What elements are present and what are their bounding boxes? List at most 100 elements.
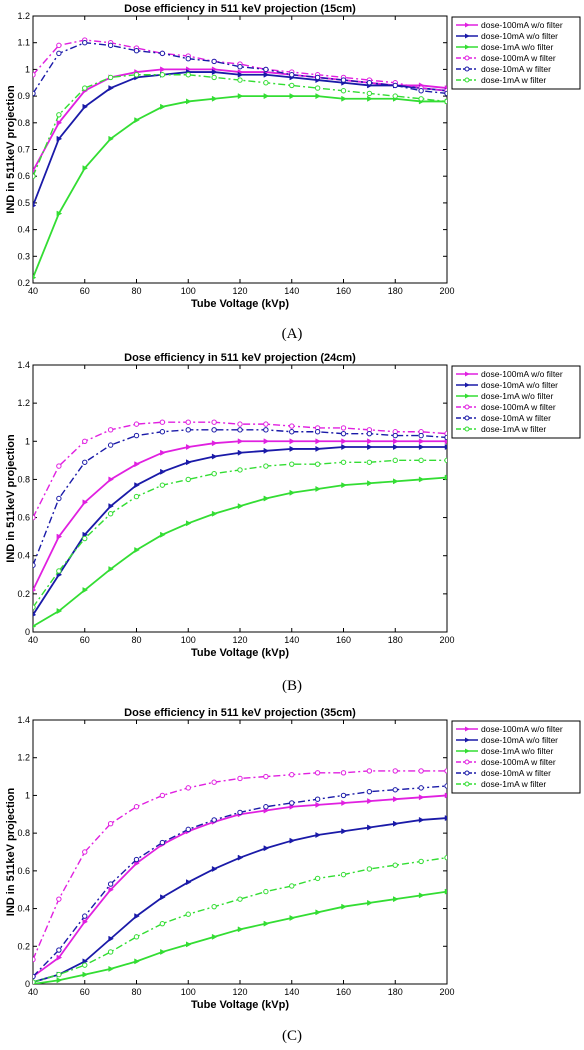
chart-c-data-point xyxy=(159,920,166,927)
chart-b-data-point xyxy=(237,438,244,445)
chart-c-data-point xyxy=(340,792,347,799)
chart-a-data-point xyxy=(33,275,37,280)
chart-c-data-point xyxy=(82,918,89,925)
chart-b-data-point xyxy=(340,430,347,437)
chart-a-data-point xyxy=(133,48,140,54)
chart-a-y-tick-label: 0.5 xyxy=(17,198,30,208)
chart-b-data-point xyxy=(159,429,166,435)
chart-a-x-tick-label: 80 xyxy=(131,286,141,296)
chart-b-legend-marker xyxy=(464,426,470,432)
chart-c-data-point xyxy=(159,792,166,799)
chart-a-plot: Dose efficiency in 511 keV projection (1… xyxy=(5,3,581,310)
chart-a-data-point xyxy=(444,90,447,97)
chart-c-data-point xyxy=(33,956,36,963)
chart-a-data-point xyxy=(237,77,243,83)
chart-b-y-tick-label: 0.6 xyxy=(17,513,30,523)
chart-b-data-point xyxy=(107,511,114,517)
chart-a-data-point xyxy=(392,82,398,89)
chart-c-data-point xyxy=(108,965,114,972)
chart-c-data-point xyxy=(289,800,295,806)
chart-a-data-point xyxy=(341,95,347,102)
chart-b-data-point xyxy=(314,461,321,467)
chart-a-data-point xyxy=(237,64,243,70)
chart-c-data-point xyxy=(56,977,63,984)
chart-c-data-point xyxy=(367,899,373,906)
chart-c-data-point xyxy=(341,799,347,806)
chart-a-y-tick-label: 0.2 xyxy=(17,278,30,288)
chart-c-data-point xyxy=(185,911,191,917)
chart-b-series-4 xyxy=(33,419,447,521)
chart-a-data-point xyxy=(82,40,88,46)
chart-a-data-point xyxy=(340,77,347,83)
chart-b-data-point xyxy=(444,434,447,441)
chart-a-data-point xyxy=(314,85,321,91)
chart-b-data-point xyxy=(418,457,424,464)
chart-c-legend-box xyxy=(451,720,581,794)
chart-b-data-point xyxy=(393,443,399,451)
chart-a-x-tick-label: 140 xyxy=(284,286,299,296)
chart-c-data-point xyxy=(418,892,425,899)
chart-a-x-tick-label: 200 xyxy=(439,286,454,296)
chart-b-data-point xyxy=(418,438,425,445)
chart-b-axes-box xyxy=(32,364,448,633)
chart-b-data-point xyxy=(82,587,89,594)
chart-a-data-point xyxy=(289,72,295,78)
chart-b-data-point xyxy=(56,533,63,540)
chart-b-data-point xyxy=(108,476,114,483)
chart-c-series-5 xyxy=(33,783,447,980)
chart-c-data-point xyxy=(211,817,217,823)
chart-b-legend-box xyxy=(451,365,581,439)
chart-a-data-point xyxy=(56,50,62,57)
chart-b-data-point xyxy=(159,419,166,425)
chart-b-y-tick-label: 0 xyxy=(25,627,30,637)
chart-c-data-point xyxy=(82,971,89,978)
chart-c-data-point xyxy=(237,896,243,902)
chart-b-data-point xyxy=(367,443,373,451)
chart-c-data-point xyxy=(314,770,321,776)
chart-c-x-tick-label: 100 xyxy=(181,987,196,997)
chart-b-data-point xyxy=(33,604,36,610)
chart-b-data-point xyxy=(33,624,37,629)
chart-b-data-point xyxy=(315,438,321,445)
chart-c-data-point xyxy=(340,770,347,776)
chart-b-legend-label: dose-1mA w/o filter xyxy=(481,391,553,401)
chart-b-data-point xyxy=(186,459,192,466)
chart-c-data-point xyxy=(314,796,321,802)
chart-b-y-tick-label: 1.2 xyxy=(17,398,30,408)
chart-c-legend-marker xyxy=(465,748,470,754)
chart-b-data-point xyxy=(185,476,191,483)
chart-c-data-point xyxy=(367,824,373,831)
chart-c-data-point xyxy=(315,909,321,916)
caption-c: (C) xyxy=(282,1028,302,1044)
chart-b-data-point xyxy=(56,608,63,615)
chart-c-data-point xyxy=(211,779,217,785)
chart-b-x-tick-label: 160 xyxy=(336,635,351,645)
chart-b-data-point xyxy=(237,449,244,456)
chart-c-x-tick-label: 200 xyxy=(439,987,454,997)
chart-b-x-axis-label: Tube Voltage (kVp) xyxy=(191,647,289,659)
chart-c-data-point xyxy=(366,768,373,774)
chart-b-data-point xyxy=(186,520,192,527)
chart-b-data-point xyxy=(33,562,36,568)
chart-a-data-point xyxy=(237,93,244,100)
chart-a-data-point xyxy=(367,95,373,102)
chart-b-data-point xyxy=(211,510,218,517)
chart-b-data-point xyxy=(33,613,37,617)
chart-b-data-point xyxy=(237,427,243,433)
chart-b-y-tick-label: 1.4 xyxy=(17,360,30,370)
chart-c-data-point xyxy=(444,792,447,799)
chart-a-data-point xyxy=(366,90,373,97)
chart-c-x-tick-label: 80 xyxy=(131,987,141,997)
chart-c-data-point xyxy=(315,832,321,839)
chart-c-series-line xyxy=(33,856,447,983)
chart-a-legend-box xyxy=(451,16,581,90)
chart-a-series-line xyxy=(33,41,447,95)
chart-a-data-point xyxy=(418,88,424,94)
chart-c-series-4 xyxy=(33,768,447,963)
chart-a-legend-label: dose-100mA w/o filter xyxy=(481,20,563,30)
chart-a-legend-label: dose-10mA w/o filter xyxy=(481,31,558,41)
chart-a-data-point xyxy=(107,42,114,49)
chart-c-data-point xyxy=(444,854,447,861)
chart-b-data-point xyxy=(160,468,166,475)
chart-b-legend-marker xyxy=(465,371,470,377)
